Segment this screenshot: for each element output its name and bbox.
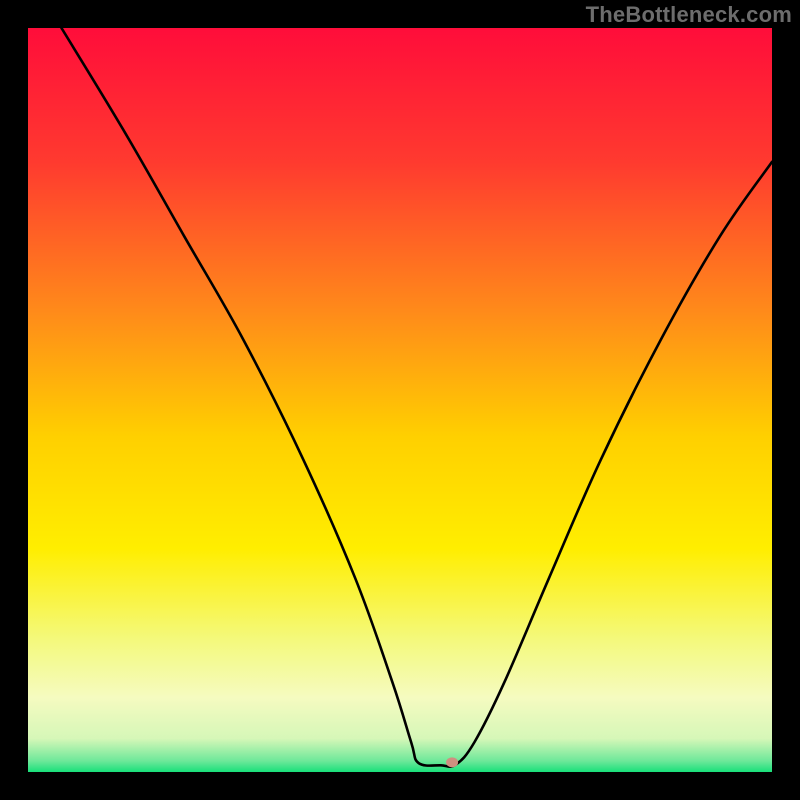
chart-outer: TheBottleneck.com — [0, 0, 800, 800]
plot-svg — [28, 28, 772, 772]
watermark-text: TheBottleneck.com — [586, 2, 792, 28]
optimum-marker — [446, 757, 458, 767]
gradient-background — [28, 28, 772, 772]
plot-area — [28, 28, 772, 772]
